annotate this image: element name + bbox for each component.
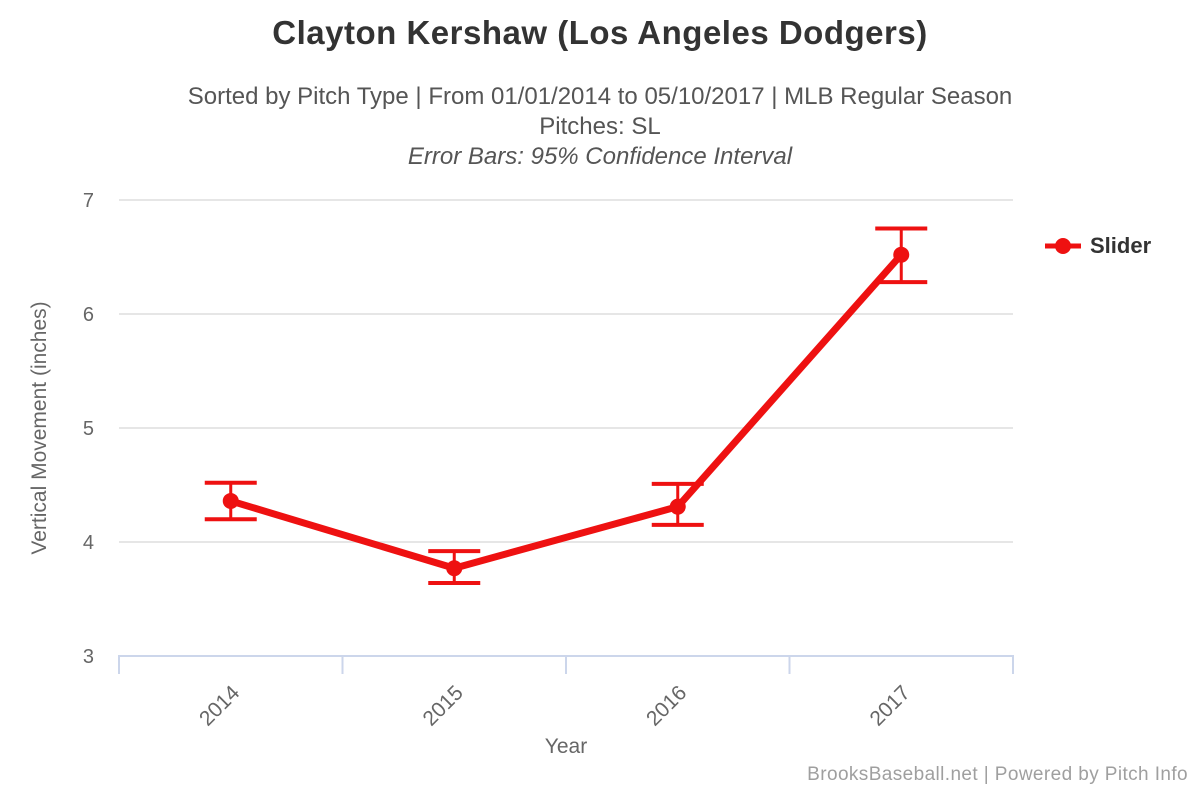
x-tick-label-2015: 2015 (418, 681, 467, 730)
x-axis-title: Year (545, 735, 587, 758)
data-point-2015[interactable] (446, 560, 463, 577)
legend-item-slider[interactable]: Slider (1045, 233, 1151, 259)
y-tick-label-3: 3 (83, 646, 94, 668)
subtitle-pitches: Pitches: SL (539, 113, 661, 140)
y-tick-label-4: 4 (83, 532, 94, 554)
data-point-2016[interactable] (669, 498, 686, 515)
data-point-2017[interactable] (893, 246, 910, 263)
data-point-2014[interactable] (222, 492, 239, 509)
legend-series-marker-icon (1045, 238, 1081, 254)
x-tick-label-2014: 2014 (195, 681, 245, 731)
subtitle-filters: Sorted by Pitch Type | From 01/01/2014 t… (187, 83, 1013, 110)
series-line-slider (229, 252, 904, 572)
x-tick-label-2016: 2016 (642, 681, 691, 730)
y-axis-title: Vertical Movement (inches) (28, 301, 51, 554)
footer-credit: BrooksBaseball.net | Powered by Pitch In… (807, 764, 1188, 785)
legend-label: Slider (1090, 233, 1152, 258)
y-tick-label-5: 5 (83, 418, 94, 440)
y-tick-label-7: 7 (83, 190, 94, 212)
chart-subtitle: Sorted by Pitch Type | From 01/01/2014 t… (0, 82, 1200, 172)
subtitle-error-bars: Error Bars: 95% Confidence Interval (407, 143, 793, 170)
y-tick-label-6: 6 (83, 304, 94, 326)
x-tick-label-2017: 2017 (865, 681, 914, 730)
chart-title: Clayton Kershaw (Los Angeles Dodgers) (272, 14, 928, 51)
